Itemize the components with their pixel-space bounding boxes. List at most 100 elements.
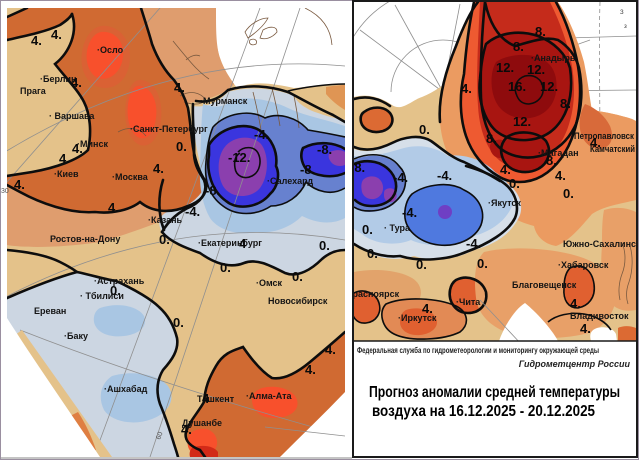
svg-text:4.: 4.	[71, 75, 82, 90]
svg-text:4.: 4.	[422, 301, 433, 316]
svg-text:4.: 4.	[59, 151, 70, 166]
svg-text:-4.: -4.	[402, 205, 417, 220]
svg-text:Ташкент: Ташкент	[197, 394, 235, 404]
svg-text:·Салехард: ·Салехард	[267, 176, 313, 186]
svg-text:Федеральная служба по гидромет: Федеральная служба по гидрометеорологии …	[357, 346, 599, 355]
svg-text:·Киев: ·Киев	[54, 169, 79, 179]
svg-text:4.: 4.	[461, 81, 472, 96]
svg-text:0.: 0.	[176, 139, 187, 154]
svg-text:4.: 4.	[174, 80, 185, 95]
svg-text:8.: 8.	[560, 96, 571, 111]
svg-text:·Санкт-Петербург: ·Санкт-Петербург	[130, 124, 208, 134]
svg-text:4.: 4.	[500, 162, 511, 177]
svg-text:30: 30	[1, 188, 9, 195]
svg-text:·Красноярск: ·Красноярск	[344, 289, 400, 299]
svg-text:Новосибирск: Новосибирск	[268, 296, 328, 306]
svg-text:-4.: -4.	[466, 236, 481, 251]
svg-text:·Иркутск: ·Иркутск	[398, 313, 437, 323]
svg-text:Ереван: Ереван	[34, 306, 66, 316]
svg-text:8.: 8.	[513, 39, 524, 54]
svg-text:-4.: -4.	[393, 170, 408, 185]
svg-text:0.: 0.	[563, 186, 574, 201]
svg-text:-4.: -4.	[437, 168, 452, 183]
svg-text:4.: 4.	[153, 161, 164, 176]
svg-text:·Анадырь: ·Анадырь	[531, 53, 576, 63]
svg-text:Ростов-на-Дону: Ростов-на-Дону	[50, 234, 120, 244]
svg-text:0.: 0.	[319, 238, 330, 253]
svg-text:0.: 0.	[110, 283, 121, 298]
svg-text:·Астрахань: ·Астрахань	[94, 276, 145, 286]
svg-text:-4.: -4.	[185, 204, 200, 219]
svg-text:З: З	[620, 10, 624, 16]
svg-text:-4.: -4.	[254, 127, 269, 142]
svg-text:0.: 0.	[367, 246, 378, 261]
svg-text:4.: 4.	[325, 342, 336, 357]
svg-text:4.: 4.	[590, 135, 601, 150]
svg-text:4: 4	[239, 236, 247, 251]
svg-text:·Минск: ·Минск	[77, 139, 108, 149]
svg-text:Южно-Сахалинск: Южно-Сахалинск	[563, 239, 639, 249]
svg-text:4.: 4.	[181, 422, 192, 437]
svg-text:4.: 4.	[305, 362, 316, 377]
svg-text:4.: 4.	[570, 296, 581, 311]
svg-text:·Берлин: ·Берлин	[40, 74, 76, 84]
svg-text:4.: 4.	[555, 168, 566, 183]
svg-text:4: 4	[202, 391, 210, 406]
svg-text:Прага: Прага	[20, 86, 47, 96]
svg-text:Благовещенск: Благовещенск	[512, 280, 577, 290]
svg-text:12.: 12.	[513, 114, 531, 129]
svg-text:8.: 8.	[546, 153, 557, 168]
svg-text:Душанбе: Душанбе	[182, 418, 222, 428]
svg-text:0.: 0.	[292, 269, 303, 284]
svg-text:·Алма-Ата: ·Алма-Ата	[246, 391, 293, 401]
svg-text:4.: 4.	[72, 141, 83, 156]
svg-text:4.: 4.	[14, 177, 25, 192]
svg-text:·Якутск: ·Якутск	[488, 198, 521, 208]
svg-text:4.: 4.	[51, 27, 62, 42]
svg-text:4.: 4.	[108, 200, 119, 215]
svg-text:8.: 8.	[535, 24, 546, 39]
svg-text:-8.: -8.	[205, 183, 220, 198]
svg-text:0.: 0.	[419, 122, 430, 137]
svg-text:·Хабаровск: ·Хабаровск	[558, 260, 609, 270]
svg-text:8.: 8.	[486, 131, 497, 146]
svg-text:· Тбилиси: · Тбилиси	[80, 291, 124, 301]
svg-text:·Москва: ·Москва	[112, 172, 149, 182]
svg-text:0.: 0.	[416, 257, 427, 272]
svg-text:0.: 0.	[159, 232, 170, 247]
svg-text:·Баку: ·Баку	[64, 331, 88, 341]
svg-text:Камчатский: Камчатский	[590, 144, 635, 154]
svg-text:12.: 12.	[540, 79, 558, 94]
svg-text:12.: 12.	[496, 60, 514, 75]
svg-text:воздуха на 16.12.2025 - 20.1: воздуха на 16.12.2025 - 20.12.2025	[372, 403, 595, 420]
svg-text:0.: 0.	[173, 315, 184, 330]
svg-text:з: з	[624, 24, 627, 30]
svg-text:·Чита: ·Чита	[456, 297, 481, 307]
svg-text:·Магадан: ·Магадан	[538, 148, 579, 158]
svg-text:0.: 0.	[509, 176, 520, 191]
svg-text:·Ашхабад: ·Ашхабад	[104, 384, 148, 394]
svg-text:0.: 0.	[220, 260, 231, 275]
svg-text:· Тура: · Тура	[384, 223, 411, 233]
svg-text:12.: 12.	[527, 62, 545, 77]
svg-text:-8.: -8.	[300, 162, 315, 177]
svg-text:Прогноз аномалии средней темпе: Прогноз аномалии средней температуры	[369, 384, 620, 401]
svg-text:60: 60	[155, 431, 164, 441]
svg-text:Гидрометцентр России: Гидрометцентр России	[519, 359, 631, 369]
svg-text:-8.: -8.	[317, 142, 332, 157]
svg-text:Владивосток: Владивосток	[570, 311, 629, 321]
svg-text:-12.: -12.	[228, 150, 250, 165]
svg-text:·Мурманск: ·Мурманск	[200, 96, 248, 106]
svg-text:-8.: -8.	[350, 160, 365, 175]
svg-text:4.: 4.	[31, 33, 42, 48]
svg-text:0.: 0.	[477, 256, 488, 271]
svg-text:·Казань: ·Казань	[148, 215, 183, 225]
svg-text:· Варшава: · Варшава	[49, 111, 95, 121]
svg-text:0.: 0.	[362, 222, 373, 237]
svg-text:16.: 16.	[508, 79, 526, 94]
svg-text:·Екатеринбург: ·Екатеринбург	[198, 238, 262, 248]
svg-text:·Омск: ·Омск	[256, 278, 283, 288]
svg-text:Петропавловск: Петропавловск	[574, 131, 634, 141]
svg-text:·Осло: ·Осло	[97, 45, 124, 55]
svg-text:4.: 4.	[580, 321, 591, 336]
